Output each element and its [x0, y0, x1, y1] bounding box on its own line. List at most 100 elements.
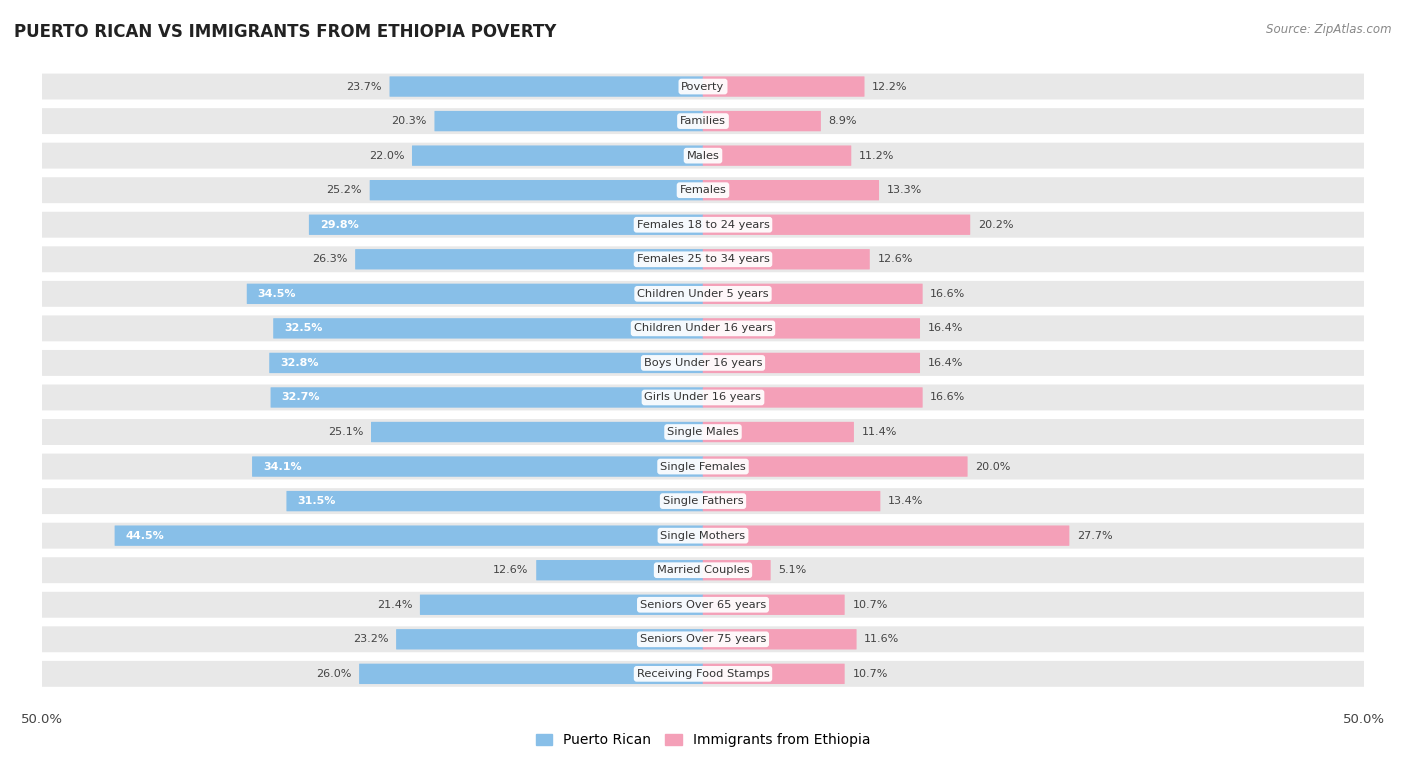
FancyBboxPatch shape	[247, 283, 703, 304]
Text: 26.3%: 26.3%	[312, 254, 347, 265]
Text: Married Couples: Married Couples	[657, 565, 749, 575]
Text: Children Under 5 years: Children Under 5 years	[637, 289, 769, 299]
FancyBboxPatch shape	[356, 249, 703, 270]
FancyBboxPatch shape	[42, 453, 1364, 480]
FancyBboxPatch shape	[703, 456, 967, 477]
FancyBboxPatch shape	[703, 560, 770, 581]
FancyBboxPatch shape	[703, 77, 865, 97]
Text: Receiving Food Stamps: Receiving Food Stamps	[637, 669, 769, 679]
Text: Females: Females	[679, 185, 727, 196]
FancyBboxPatch shape	[370, 180, 703, 200]
Text: 22.0%: 22.0%	[368, 151, 405, 161]
Text: 10.7%: 10.7%	[852, 600, 887, 609]
FancyBboxPatch shape	[42, 488, 1364, 514]
FancyBboxPatch shape	[42, 626, 1364, 652]
FancyBboxPatch shape	[42, 661, 1364, 687]
FancyBboxPatch shape	[42, 177, 1364, 203]
Text: 16.4%: 16.4%	[928, 358, 963, 368]
Text: 25.2%: 25.2%	[326, 185, 361, 196]
Text: 12.6%: 12.6%	[494, 565, 529, 575]
Text: 11.6%: 11.6%	[865, 634, 900, 644]
FancyBboxPatch shape	[703, 387, 922, 408]
Text: 20.3%: 20.3%	[391, 116, 427, 126]
Text: PUERTO RICAN VS IMMIGRANTS FROM ETHIOPIA POVERTY: PUERTO RICAN VS IMMIGRANTS FROM ETHIOPIA…	[14, 23, 557, 41]
FancyBboxPatch shape	[703, 215, 970, 235]
FancyBboxPatch shape	[536, 560, 703, 581]
Text: Poverty: Poverty	[682, 82, 724, 92]
Text: 31.5%: 31.5%	[297, 496, 336, 506]
Text: 26.0%: 26.0%	[316, 669, 352, 679]
FancyBboxPatch shape	[703, 146, 851, 166]
Text: 11.2%: 11.2%	[859, 151, 894, 161]
FancyBboxPatch shape	[703, 111, 821, 131]
FancyBboxPatch shape	[703, 594, 845, 615]
Text: 10.7%: 10.7%	[852, 669, 887, 679]
FancyBboxPatch shape	[309, 215, 703, 235]
FancyBboxPatch shape	[42, 108, 1364, 134]
FancyBboxPatch shape	[703, 352, 920, 373]
Text: Single Fathers: Single Fathers	[662, 496, 744, 506]
Text: 16.6%: 16.6%	[931, 289, 966, 299]
FancyBboxPatch shape	[42, 523, 1364, 549]
FancyBboxPatch shape	[420, 594, 703, 615]
FancyBboxPatch shape	[42, 143, 1364, 168]
Text: Source: ZipAtlas.com: Source: ZipAtlas.com	[1267, 23, 1392, 36]
FancyBboxPatch shape	[252, 456, 703, 477]
FancyBboxPatch shape	[270, 387, 703, 408]
Text: 29.8%: 29.8%	[319, 220, 359, 230]
Text: 13.4%: 13.4%	[889, 496, 924, 506]
Text: 23.2%: 23.2%	[353, 634, 388, 644]
FancyBboxPatch shape	[703, 629, 856, 650]
Text: Males: Males	[686, 151, 720, 161]
FancyBboxPatch shape	[42, 557, 1364, 583]
Text: 20.0%: 20.0%	[976, 462, 1011, 471]
FancyBboxPatch shape	[389, 77, 703, 97]
Text: 8.9%: 8.9%	[828, 116, 858, 126]
FancyBboxPatch shape	[703, 491, 880, 512]
Text: 34.5%: 34.5%	[257, 289, 297, 299]
Text: 25.1%: 25.1%	[328, 427, 363, 437]
Text: Females 18 to 24 years: Females 18 to 24 years	[637, 220, 769, 230]
Legend: Puerto Rican, Immigrants from Ethiopia: Puerto Rican, Immigrants from Ethiopia	[530, 728, 876, 753]
FancyBboxPatch shape	[434, 111, 703, 131]
FancyBboxPatch shape	[42, 384, 1364, 410]
FancyBboxPatch shape	[359, 664, 703, 684]
Text: 20.2%: 20.2%	[979, 220, 1014, 230]
FancyBboxPatch shape	[703, 318, 920, 339]
FancyBboxPatch shape	[42, 315, 1364, 341]
FancyBboxPatch shape	[703, 283, 922, 304]
FancyBboxPatch shape	[115, 525, 703, 546]
Text: 34.1%: 34.1%	[263, 462, 301, 471]
FancyBboxPatch shape	[371, 422, 703, 442]
Text: 12.2%: 12.2%	[872, 82, 908, 92]
FancyBboxPatch shape	[703, 180, 879, 200]
FancyBboxPatch shape	[42, 419, 1364, 445]
Text: 32.5%: 32.5%	[284, 324, 322, 334]
Text: Girls Under 16 years: Girls Under 16 years	[644, 393, 762, 402]
FancyBboxPatch shape	[42, 246, 1364, 272]
Text: 21.4%: 21.4%	[377, 600, 412, 609]
FancyBboxPatch shape	[269, 352, 703, 373]
Text: 5.1%: 5.1%	[779, 565, 807, 575]
Text: 27.7%: 27.7%	[1077, 531, 1112, 540]
FancyBboxPatch shape	[703, 422, 853, 442]
Text: Single Females: Single Females	[661, 462, 745, 471]
FancyBboxPatch shape	[703, 249, 870, 270]
FancyBboxPatch shape	[396, 629, 703, 650]
FancyBboxPatch shape	[42, 74, 1364, 99]
Text: 13.3%: 13.3%	[887, 185, 922, 196]
Text: 32.8%: 32.8%	[280, 358, 319, 368]
FancyBboxPatch shape	[287, 491, 703, 512]
FancyBboxPatch shape	[412, 146, 703, 166]
Text: 44.5%: 44.5%	[125, 531, 165, 540]
Text: 11.4%: 11.4%	[862, 427, 897, 437]
Text: Seniors Over 75 years: Seniors Over 75 years	[640, 634, 766, 644]
Text: Single Mothers: Single Mothers	[661, 531, 745, 540]
Text: 23.7%: 23.7%	[346, 82, 382, 92]
FancyBboxPatch shape	[42, 211, 1364, 238]
FancyBboxPatch shape	[273, 318, 703, 339]
FancyBboxPatch shape	[703, 664, 845, 684]
Text: 16.6%: 16.6%	[931, 393, 966, 402]
FancyBboxPatch shape	[703, 525, 1070, 546]
Text: 32.7%: 32.7%	[281, 393, 321, 402]
